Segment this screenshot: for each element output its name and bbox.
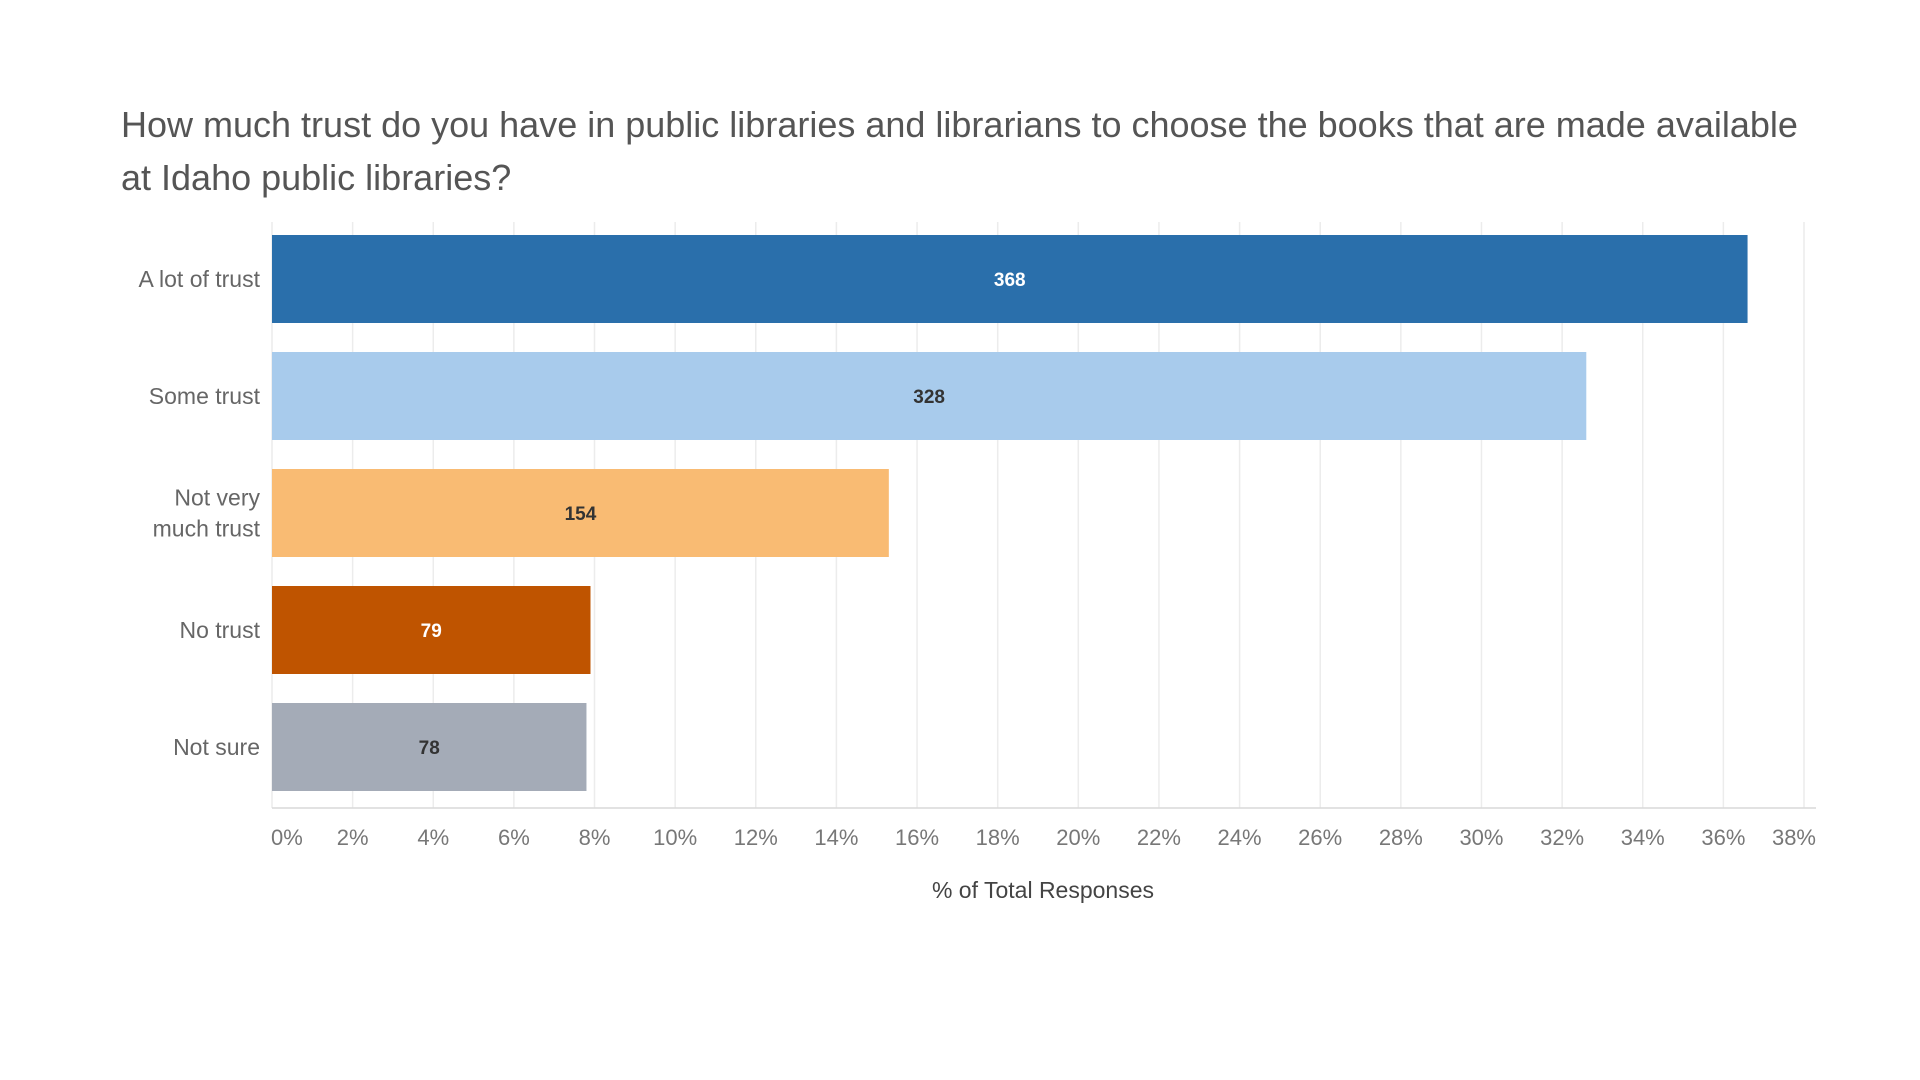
x-tick-label: 32% (1540, 825, 1584, 850)
x-tick-label: 12% (734, 825, 778, 850)
category-label: A lot of trust (139, 266, 261, 292)
category-label: Some trust (149, 383, 261, 409)
chart-title: How much trust do you have in public lib… (121, 104, 1798, 198)
x-axis-title: % of Total Responses (932, 877, 1154, 903)
x-tick-label: 30% (1459, 825, 1503, 850)
x-tick-label: 26% (1298, 825, 1342, 850)
x-tick-label: 2% (337, 825, 369, 850)
bar-data-label: 79 (421, 621, 442, 642)
bar (272, 703, 587, 791)
x-tick-label: 4% (417, 825, 449, 850)
bar (272, 586, 591, 674)
category-label: Not very much trust (153, 485, 261, 542)
x-tick-label: 10% (653, 825, 697, 850)
x-tick-label: 20% (1056, 825, 1100, 850)
bar-data-label: 78 (419, 738, 440, 759)
x-tick-label: 8% (579, 825, 611, 850)
x-tick-label: 16% (895, 825, 939, 850)
category-labels: A lot of trust Some trust Not very much tru… (139, 266, 261, 760)
x-tick-label: 38% (1772, 825, 1816, 850)
bar (272, 469, 889, 557)
bar (272, 352, 1587, 440)
x-tick-label: 36% (1701, 825, 1745, 850)
bar-data-label: 368 (994, 270, 1026, 291)
x-tick-label: 22% (1137, 825, 1181, 850)
x-tick-label: 34% (1621, 825, 1665, 850)
x-tick-label: 6% (498, 825, 530, 850)
bars: 368 328 154 79 78 (272, 235, 1748, 791)
x-tick-label: 24% (1218, 825, 1262, 850)
bar-data-label: 328 (913, 387, 945, 408)
x-tick-label: 28% (1379, 825, 1423, 850)
category-label: No trust (179, 617, 260, 643)
bar-data-label: 154 (565, 504, 597, 525)
x-axis-ticks: 0% 2% 4% 6% 8% 10% 12% 14% 16% 18% 20% 22% 24% 26% 28%… (271, 825, 1816, 850)
bar (272, 235, 1748, 323)
x-tick-label: 18% (976, 825, 1020, 850)
x-tick-label: 0% (271, 825, 303, 850)
x-tick-label: 14% (814, 825, 858, 850)
category-label: Not sure (173, 734, 260, 760)
